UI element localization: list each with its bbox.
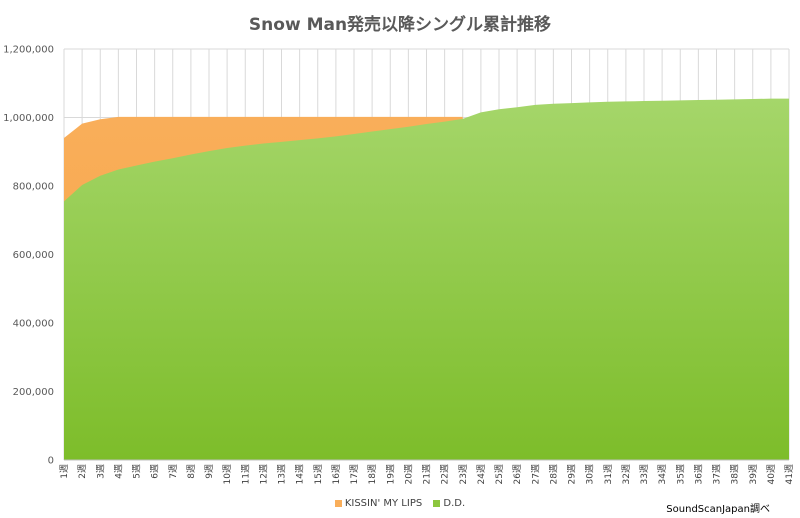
x-tick-label: 24週 — [476, 464, 487, 484]
legend-label-kissin: KISSIN' MY LIPS — [344, 498, 423, 509]
x-tick-label: 25週 — [494, 464, 505, 484]
y-tick-label: 200,000 — [13, 387, 54, 398]
x-tick-label: 15週 — [313, 464, 324, 484]
x-tick-label: 11週 — [240, 464, 251, 484]
source-note: SoundScanJapan調べ — [666, 504, 770, 515]
x-tick-label: 27週 — [530, 464, 541, 484]
y-tick-label: 1,000,000 — [3, 113, 54, 124]
area-series-dd — [64, 98, 789, 460]
x-tick-label: 35週 — [675, 464, 686, 484]
y-tick-label: 1,200,000 — [3, 45, 54, 56]
x-tick-label: 28週 — [548, 464, 559, 484]
legend-label-dd: D.D. — [443, 498, 466, 509]
chart-title: Snow Man発売以降シングル累計推移 — [248, 15, 552, 35]
x-tick-label: 34週 — [657, 464, 668, 484]
legend-item-dd: D.D. — [433, 498, 465, 509]
x-tick-label: 37週 — [712, 464, 723, 484]
x-tick-label: 36週 — [693, 464, 704, 484]
area-series — [64, 98, 789, 460]
x-tick-label: 16週 — [331, 464, 342, 484]
x-tick-label: 7週 — [168, 464, 179, 479]
x-tick-label: 30週 — [585, 464, 596, 484]
x-tick-label: 6週 — [150, 464, 161, 479]
x-tick-label: 4週 — [113, 464, 124, 479]
x-tick-label: 18週 — [367, 464, 378, 484]
x-tick-label: 3週 — [95, 464, 106, 479]
x-tick-label: 17週 — [349, 464, 360, 484]
x-tick-label: 12週 — [258, 464, 269, 484]
x-tick-label: 26週 — [512, 464, 523, 484]
legend-item-kissin: KISSIN' MY LIPS — [334, 498, 423, 509]
x-tick-label: 9週 — [204, 464, 215, 479]
axes: 0 200,000 400,000 600,000 800,000 1,000,000 1,… — [3, 45, 795, 485]
x-tick-label: 29週 — [567, 464, 578, 484]
x-tick-label: 10週 — [222, 464, 233, 484]
x-tick-label: 13週 — [277, 464, 288, 484]
x-tick-label: 20週 — [403, 464, 414, 484]
x-tick-label: 2週 — [77, 464, 88, 479]
x-tick-label: 41週 — [784, 464, 795, 484]
y-tick-label: 800,000 — [13, 182, 54, 193]
x-tick-label: 33週 — [639, 464, 650, 484]
x-tick-label: 40週 — [766, 464, 777, 484]
x-tick-label: 8週 — [186, 464, 197, 479]
y-tick-label: 400,000 — [13, 319, 54, 330]
x-tick-label: 21週 — [422, 464, 433, 484]
x-tick-label: 31週 — [603, 464, 614, 484]
x-tick-label: 38週 — [730, 464, 741, 484]
x-tick-label: 23週 — [458, 464, 469, 484]
legend-swatch-dd — [433, 500, 441, 507]
x-tick-label: 1週 — [59, 464, 70, 479]
legend: KISSIN' MY LIPS D.D. — [0, 498, 800, 510]
x-tick-label: 32週 — [621, 464, 632, 484]
x-tick-label: 39週 — [748, 464, 759, 484]
x-tick-label: 22週 — [440, 464, 451, 484]
x-tick-label: 5週 — [132, 464, 143, 479]
legend-swatch-kissin — [334, 500, 342, 507]
x-tick-label: 19週 — [385, 464, 396, 484]
y-tick-label: 600,000 — [13, 250, 54, 261]
x-tick-label: 14週 — [295, 464, 306, 484]
y-tick-label: 0 — [48, 456, 54, 467]
